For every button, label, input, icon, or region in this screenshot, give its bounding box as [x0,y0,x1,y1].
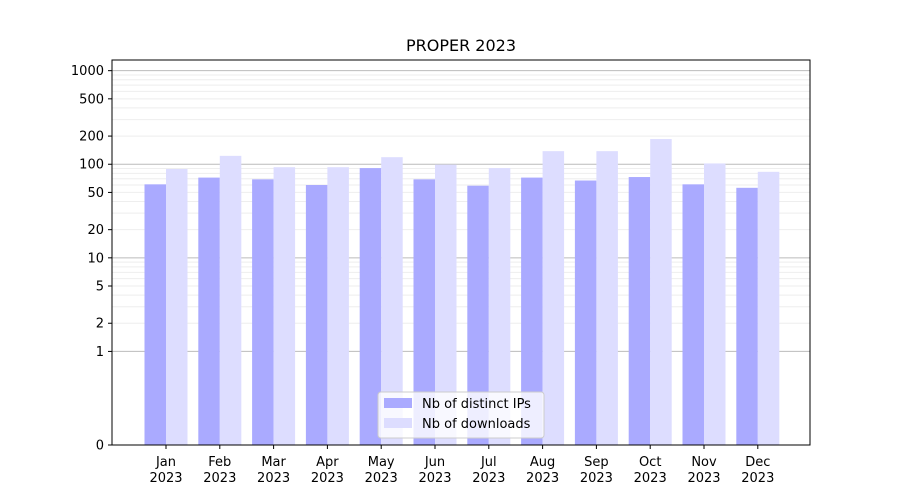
bar-downloads [650,139,672,445]
y-tick-label: 100 [79,158,104,173]
x-tick-label-year: 2023 [203,471,236,486]
x-tick-label: Feb [208,455,231,470]
x-tick-label: Jan [155,455,176,470]
bar-distinct-ips [252,179,274,445]
bar-distinct-ips [305,185,328,445]
bar-downloads [327,167,349,446]
y-tick-label: 10 [87,251,104,266]
x-tick-label-year: 2023 [687,471,720,486]
x-tick-label-year: 2023 [149,471,182,486]
x-tick-label-year: 2023 [257,471,290,486]
bar-downloads [273,167,296,446]
y-tick-label: 1 [96,345,104,360]
bar-distinct-ips [574,180,597,446]
bars [144,139,780,446]
x-tick-label: Mar [261,455,286,470]
x-tick-label: Apr [316,455,339,470]
bar-distinct-ips [359,168,382,445]
bar-downloads [219,155,242,445]
x-axis: Jan2023Feb2023Mar2023Apr2023May2023Jun20… [149,445,774,486]
legend-label: Nb of downloads [422,417,531,432]
bar-distinct-ips [628,177,651,446]
bar-downloads [542,151,565,446]
x-tick-label: Aug [530,455,555,470]
bar-downloads [488,168,511,445]
y-axis: 0 1 2 5 10 20 50 100 200 500 1000 [71,64,112,454]
bar-downloads [381,157,403,445]
bar-distinct-ips [736,187,758,445]
legend-swatch [384,398,412,408]
y-tick-label: 500 [79,92,104,107]
bar-distinct-ips [682,184,704,445]
y-tick-label: 2 [96,317,104,332]
x-tick-label-year: 2023 [526,471,559,486]
x-tick-label-year: 2023 [418,471,451,486]
x-tick-label-year: 2023 [741,471,774,486]
x-tick-label: May [368,455,395,470]
bar-downloads [757,171,780,445]
bar-distinct-ips [467,185,489,446]
x-tick-label-year: 2023 [580,471,613,486]
legend-label: Nb of distinct IPs [422,397,531,412]
bar-distinct-ips [198,177,220,446]
bar-distinct-ips [144,184,166,445]
bar-downloads [166,168,188,445]
x-tick-label-year: 2023 [472,471,505,486]
bar-distinct-ips [413,179,435,445]
x-tick-label: Sep [584,455,609,470]
y-tick-label: 5 [96,280,104,295]
legend: Nb of distinct IPs Nb of downloads [377,391,545,439]
bar-downloads [596,151,618,446]
y-tick-label: 1000 [71,64,104,79]
bar-downloads [704,163,726,445]
x-tick-label: Nov [691,455,717,470]
x-tick-label-year: 2023 [365,471,398,486]
y-tick-label: 200 [79,130,104,145]
plot-frame [111,59,811,446]
x-tick-label: Dec [745,455,770,470]
x-tick-label-year: 2023 [311,471,344,486]
y-tick-label: 50 [87,186,104,201]
x-tick-label-year: 2023 [634,471,667,486]
legend-box [377,391,545,439]
x-tick-label: Oct [639,455,661,470]
x-tick-label: Jul [480,455,497,470]
chart-title: PROPER 2023 [406,36,516,55]
x-tick-label: Jun [424,455,445,470]
y-tick-label: 0 [96,439,104,454]
y-tick-label: 20 [87,223,104,238]
legend-swatch [384,418,412,428]
bar-downloads [435,164,457,445]
bar-distinct-ips [521,177,543,446]
